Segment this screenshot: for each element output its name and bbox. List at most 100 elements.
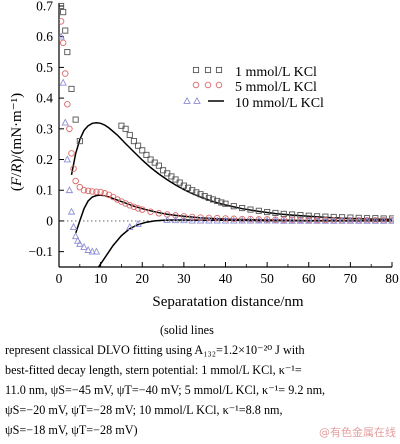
triangle-data-point	[126, 222, 134, 230]
triangle-data-point	[80, 242, 88, 250]
triangle-data-point	[61, 118, 69, 126]
circle-data-point	[130, 203, 138, 211]
triangle-data-point	[88, 247, 97, 255]
square-data-point	[222, 200, 229, 207]
caption-line: ψS=−20 mV, ψT=−28 mV; 10 mmol/L KCl, κ⁻¹…	[5, 403, 283, 417]
triangle-data-point	[304, 216, 313, 224]
triangle-data-point	[379, 216, 388, 224]
triangle-data-point	[63, 155, 72, 163]
circle-data-point	[118, 198, 125, 205]
square-data-point	[172, 176, 179, 183]
square-data-point	[176, 179, 183, 186]
y-tick-label: 0.7	[36, 0, 53, 14]
triangle-data-point	[263, 216, 271, 224]
square-data-point	[62, 27, 69, 34]
caption-line: 11.0 nm, ψS=−45 mV, ψT=−40 mV; 5 mmol/L …	[5, 383, 326, 397]
triangle-data-point	[221, 216, 230, 224]
square-data-point	[314, 213, 321, 220]
legend-label: 5 mmol/L KCl	[235, 80, 317, 95]
triangle-data-point	[288, 216, 296, 224]
circle-data-point	[180, 213, 188, 220]
triangle-data-point	[59, 32, 65, 40]
circle-data-point	[197, 214, 204, 221]
square-data-point	[76, 138, 83, 145]
legend-square-marker	[215, 66, 223, 74]
circle-data-point	[64, 101, 71, 108]
square-data-point	[118, 122, 125, 129]
triangle-data-point	[92, 247, 101, 255]
square-data-point	[205, 194, 212, 201]
square-data-point	[264, 208, 271, 216]
x-tick-label: 80	[385, 271, 399, 286]
x-tick-label: 40	[219, 271, 233, 286]
circle-data-point	[134, 205, 142, 212]
square-data-point	[193, 189, 200, 196]
triangle-data-point	[246, 216, 255, 224]
data-markers	[59, 2, 394, 255]
triangle-data-point	[338, 216, 346, 224]
triangle-data-point	[171, 216, 180, 224]
triangle-data-point	[313, 216, 321, 224]
square-data-point	[322, 213, 329, 220]
legend-circle-marker	[192, 81, 200, 89]
circle-data-point	[97, 188, 104, 196]
circle-data-point	[172, 212, 179, 219]
square-data-point	[218, 199, 225, 206]
triangle-data-point	[67, 207, 76, 215]
triangle-data-point	[230, 216, 238, 224]
triangle-data-point	[71, 232, 80, 240]
square-data-point	[347, 214, 354, 221]
square-data-point	[197, 191, 204, 198]
axes: 0 10 20 30 40 50 60 70 80−0.100.10.20.30.40.50.6…	[29, 0, 400, 286]
triangle-data-point	[213, 216, 221, 224]
caption-body: represent classical DLVO fitting using A…	[5, 340, 397, 440]
square-data-point	[180, 182, 187, 189]
circle-data-point	[101, 190, 109, 197]
circle-data-point	[84, 187, 92, 195]
x-axis-label: Separatation distance/nm	[152, 294, 304, 310]
square-data-point	[60, 9, 67, 16]
circle-data-point	[222, 215, 229, 222]
square-data-point	[255, 207, 262, 214]
circle-data-point	[155, 210, 163, 217]
triangle-data-point	[69, 222, 78, 230]
triangle-data-point	[321, 216, 330, 224]
square-data-point	[139, 147, 146, 154]
x-tick-label: 50	[260, 271, 274, 286]
square-data-point	[339, 214, 346, 221]
triangle-data-point	[238, 216, 246, 224]
triangle-data-point	[196, 216, 205, 224]
square-data-point	[363, 215, 371, 222]
circle-data-point	[247, 215, 254, 223]
circle-data-point	[89, 188, 96, 195]
x-tick-label: 70	[344, 271, 358, 286]
y-axis-label-part: )/(mN·m⁻¹)	[9, 93, 25, 164]
legend-square-marker	[204, 66, 212, 74]
fit-line	[74, 194, 393, 234]
square-data-point	[72, 116, 79, 123]
circle-data-point	[147, 208, 154, 215]
circle-data-point	[93, 188, 100, 196]
square-data-point	[168, 173, 175, 180]
square-data-point	[130, 138, 137, 145]
square-data-point	[151, 159, 158, 166]
circle-data-point	[230, 215, 238, 223]
circle-data-point	[59, 18, 65, 25]
triangle-data-point	[296, 216, 305, 224]
triangle-data-point	[76, 239, 84, 247]
caption-line: best-fitted decay length, stern potentia…	[5, 363, 302, 377]
y-axis-label-part: F	[9, 176, 25, 187]
square-data-point	[247, 206, 254, 213]
circle-data-point	[76, 183, 84, 191]
square-data-point	[147, 156, 154, 163]
legend-triangle-marker	[193, 96, 201, 104]
triangle-data-point	[271, 216, 280, 224]
triangle-data-point	[363, 216, 371, 224]
circle-data-point	[213, 214, 221, 222]
triangle-data-point	[188, 216, 196, 224]
circle-data-point	[66, 125, 73, 133]
triangle-data-point	[255, 216, 263, 224]
square-data-point	[126, 131, 133, 139]
square-data-point	[209, 196, 217, 203]
square-data-point	[135, 142, 142, 149]
